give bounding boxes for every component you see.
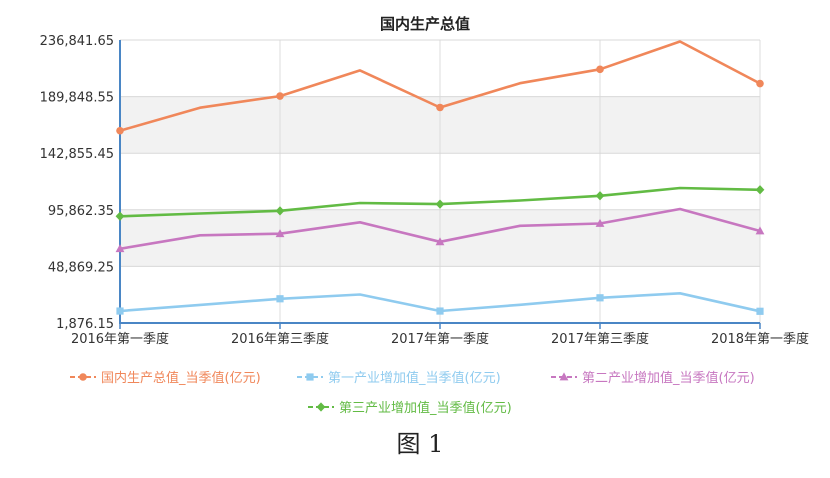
data-point[interactable] — [275, 229, 285, 238]
legend-item[interactable]: 第一产业增加值_当季值(亿元) — [297, 370, 501, 386]
legend-label: 第三产业增加值_当季值(亿元) — [339, 400, 512, 416]
data-point[interactable] — [115, 211, 125, 221]
legend-item[interactable]: 第二产业增加值_当季值(亿元) — [551, 370, 755, 386]
x-axis-tick-labels: 2016年第一季度 2016年第三季度 2017年第一季度 2017年第三季度 2018… — [71, 331, 809, 347]
chart-title: 国内生产总值 — [380, 15, 470, 33]
data-point[interactable] — [436, 307, 444, 315]
series-layer — [115, 40, 765, 315]
series-0 — [116, 40, 764, 135]
x-tick-label: 2017年第一季度 — [391, 331, 489, 347]
data-point[interactable] — [756, 307, 764, 315]
legend-label: 国内生产总值_当季值(亿元) — [101, 370, 261, 386]
legend-marker[interactable] — [79, 373, 87, 381]
y-tick-label: 189,848.55 — [40, 91, 114, 106]
legend[interactable]: 国内生产总值_当季值(亿元) 第一产业增加值_当季值(亿元) 第二产业增加值_当季值… — [70, 370, 755, 416]
data-point[interactable] — [755, 185, 765, 195]
y-tick-label: 142,855.45 — [40, 147, 114, 162]
legend-label: 第二产业增加值_当季值(亿元) — [582, 370, 755, 386]
figure-caption: 图 1 — [397, 430, 444, 458]
legend-marker[interactable] — [316, 402, 326, 412]
series-1 — [116, 291, 764, 315]
vertical-gridlines — [119, 40, 761, 323]
data-point[interactable] — [275, 206, 285, 216]
y-axis-tick-labels: 1,876.15 48,869.25 95,862.35 142,855.45 189,… — [40, 34, 114, 332]
legend-item[interactable]: 第三产业增加值_当季值(亿元) — [308, 400, 512, 416]
data-point[interactable] — [276, 92, 284, 100]
legend-marker[interactable] — [559, 372, 569, 381]
data-point[interactable] — [435, 237, 445, 246]
series-3 — [115, 185, 765, 221]
y-tick-label: 95,862.35 — [48, 204, 114, 219]
data-point[interactable] — [435, 199, 445, 209]
data-point[interactable] — [116, 307, 124, 315]
data-point[interactable] — [116, 126, 124, 135]
legend-item[interactable]: 国内生产总值_当季值(亿元) — [70, 370, 261, 386]
data-point[interactable] — [595, 191, 605, 201]
x-tick-label: 2018年第一季度 — [711, 331, 809, 347]
data-point[interactable] — [276, 295, 284, 303]
data-point[interactable] — [596, 294, 604, 302]
data-point[interactable] — [755, 226, 765, 235]
y-tick-label: 236,841.65 — [40, 34, 114, 49]
data-point[interactable] — [115, 244, 125, 253]
horizontal-gridlines — [120, 39, 760, 267]
x-tick-label: 2016年第三季度 — [231, 331, 329, 347]
data-point[interactable] — [436, 103, 444, 112]
legend-label: 第一产业增加值_当季值(亿元) — [328, 370, 501, 386]
y-tick-label: 48,869.25 — [48, 260, 114, 275]
y-tick-label: 1,876.15 — [56, 317, 114, 332]
x-tick-label: 2017年第三季度 — [551, 331, 649, 347]
legend-marker[interactable] — [306, 373, 314, 381]
data-point[interactable] — [756, 79, 764, 88]
x-axis-ticks — [119, 323, 761, 329]
x-tick-label: 2016年第一季度 — [71, 331, 169, 347]
series-2 — [115, 207, 765, 253]
data-point[interactable] — [595, 218, 605, 227]
data-point[interactable] — [596, 65, 604, 74]
